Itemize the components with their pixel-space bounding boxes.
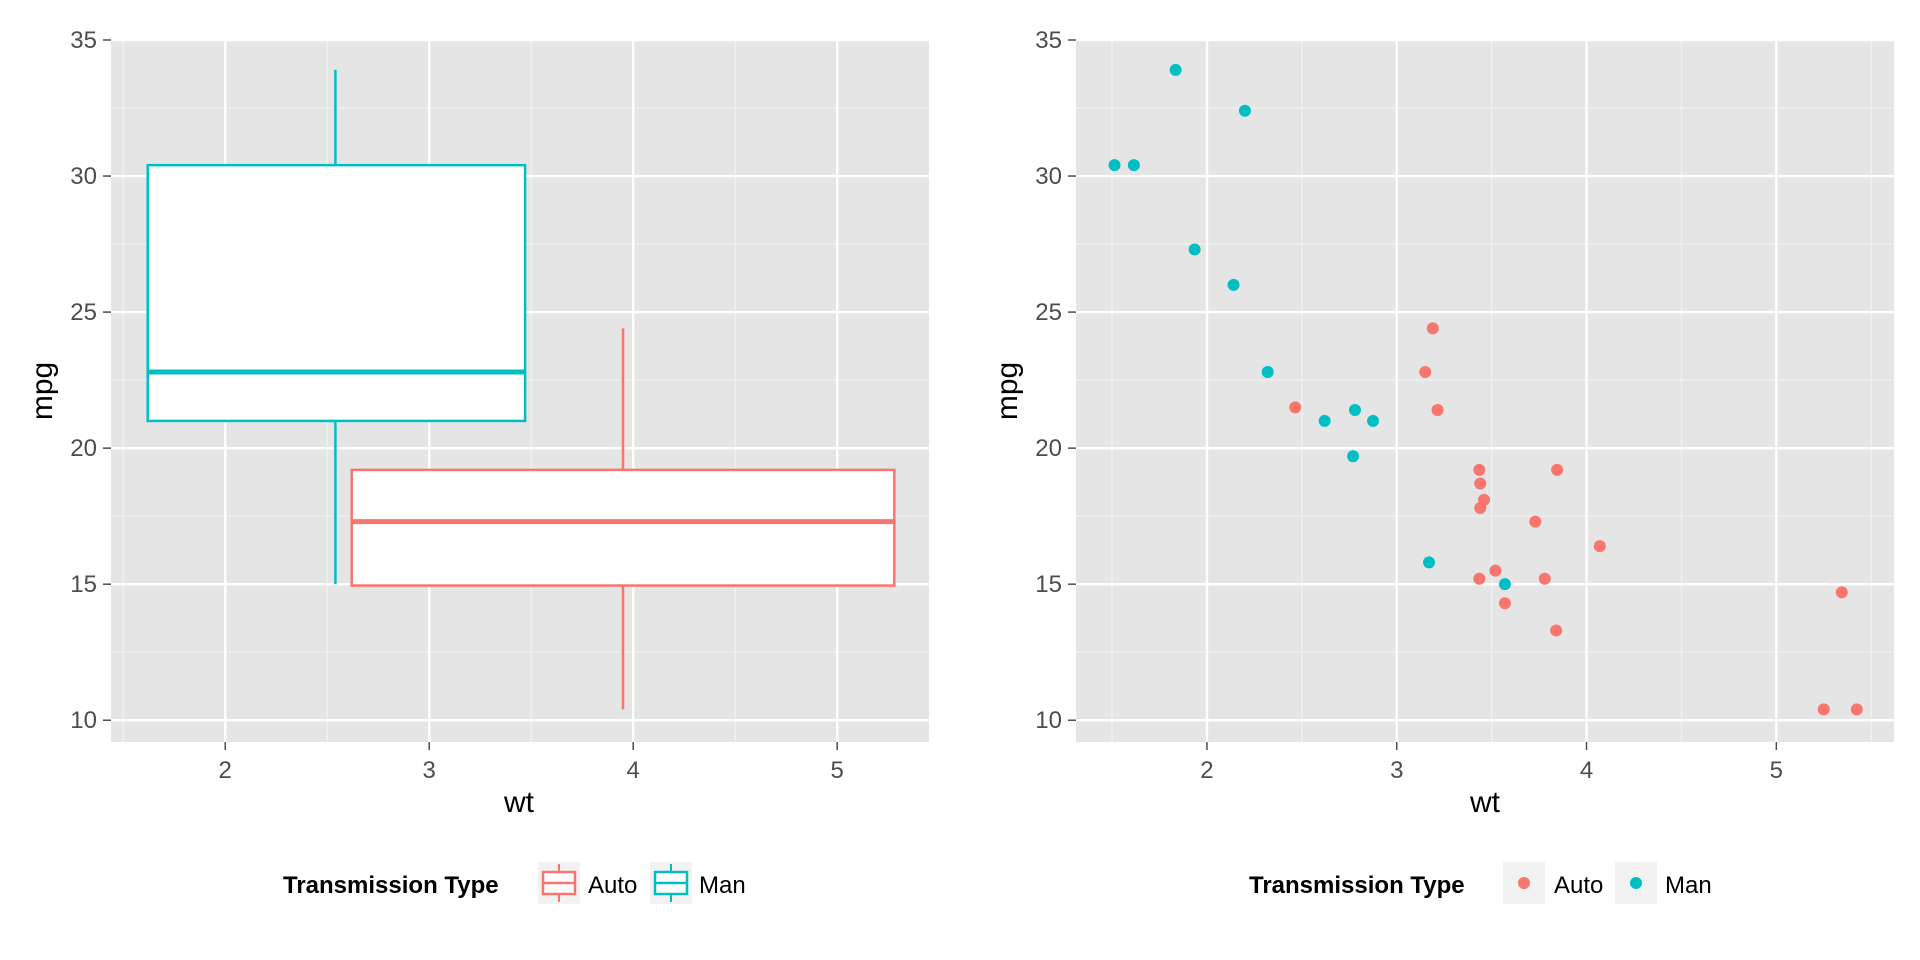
data-point (1261, 365, 1274, 378)
x-tick-labels: 2 3 4 5 (219, 742, 844, 784)
box-man (146, 69, 527, 585)
plot-panel (1076, 40, 1894, 742)
x-tick-label: 4 (1580, 757, 1593, 784)
data-point (1474, 477, 1487, 490)
boxplot-marks (146, 69, 896, 710)
x-tick-label: 3 (423, 757, 436, 784)
box-body (146, 163, 527, 423)
x-tick-label: 5 (831, 757, 844, 784)
boxplot-chart: 10 15 20 25 30 35 2 3 4 5 wt mpg Transmission Ty… (26, 27, 929, 904)
y-axis-title: mpg (991, 362, 1024, 420)
scatter-chart: 10 15 20 25 30 35 2 3 4 5 wt mpg Transmission Ty… (991, 27, 1894, 904)
data-point (1593, 540, 1606, 553)
y-tick-label: 10 (70, 707, 97, 734)
y-tick-label: 25 (1035, 299, 1062, 326)
y-tick-label: 30 (1035, 163, 1062, 190)
data-point (1108, 159, 1121, 172)
data-point (1367, 414, 1380, 427)
data-point (1318, 414, 1331, 427)
data-point (1423, 556, 1436, 569)
data-point (1227, 278, 1240, 291)
data-point (1473, 463, 1486, 476)
x-tick-label: 2 (219, 757, 232, 784)
legend-label-man: Man (699, 872, 746, 899)
box-body (350, 468, 896, 587)
data-point (1538, 572, 1551, 585)
y-tick-labels: 10 15 20 25 30 35 (1035, 27, 1076, 734)
y-tick-label: 35 (1035, 27, 1062, 54)
box-auto (350, 328, 896, 710)
y-tick-label: 30 (70, 163, 97, 190)
series-man (1108, 63, 1511, 591)
data-point (1289, 401, 1302, 414)
y-tick-label: 35 (70, 27, 97, 54)
data-point (1817, 703, 1830, 716)
data-point (1431, 404, 1444, 417)
y-axis-title: mpg (26, 362, 59, 420)
y-tick-label: 25 (70, 299, 97, 326)
legend-title: Transmission Type (283, 872, 499, 899)
legend-label-auto: Auto (588, 872, 637, 899)
x-tick-label: 5 (1770, 757, 1783, 784)
data-point (1551, 463, 1564, 476)
data-point (1498, 597, 1511, 610)
x-tick-labels: 2 3 4 5 (1200, 742, 1783, 784)
data-point (1489, 564, 1502, 577)
x-axis-title: wt (503, 786, 535, 819)
legend-title: Transmission Type (1249, 872, 1465, 899)
grid-lines (1076, 38, 1894, 742)
legend-label-man: Man (1665, 872, 1712, 899)
y-tick-label: 10 (1035, 707, 1062, 734)
data-point (1419, 365, 1432, 378)
x-tick-label: 4 (627, 757, 640, 784)
legend-key-man (650, 862, 692, 904)
y-tick-labels: 10 15 20 25 30 35 (70, 27, 111, 734)
data-point (1850, 703, 1863, 716)
legend-key-point-auto (1518, 877, 1530, 889)
data-point (1478, 493, 1491, 506)
data-point (1188, 243, 1201, 256)
y-tick-label: 15 (1035, 571, 1062, 598)
legend-key-point-man (1630, 877, 1642, 889)
y-tick-label: 15 (70, 571, 97, 598)
data-point (1426, 322, 1439, 335)
data-point (1169, 63, 1182, 76)
legend-key-auto (538, 862, 580, 904)
legend: Transmission Type Auto Man (283, 862, 746, 904)
data-point (1238, 104, 1251, 117)
x-axis-title: wt (1469, 786, 1501, 819)
x-tick-label: 2 (1200, 757, 1213, 784)
data-point (1348, 404, 1361, 417)
data-point (1473, 572, 1486, 585)
legend-label-auto: Auto (1554, 872, 1603, 899)
series-auto (1289, 322, 1863, 716)
x-tick-label: 3 (1390, 757, 1403, 784)
y-tick-label: 20 (70, 435, 97, 462)
data-point (1550, 624, 1563, 637)
legend: Transmission Type Auto Man (1249, 862, 1712, 904)
scatter-points (1108, 63, 1863, 716)
y-tick-label: 20 (1035, 435, 1062, 462)
data-point (1127, 159, 1140, 172)
data-point (1529, 515, 1542, 528)
data-point (1347, 450, 1360, 463)
data-point (1498, 578, 1511, 591)
data-point (1835, 586, 1848, 599)
